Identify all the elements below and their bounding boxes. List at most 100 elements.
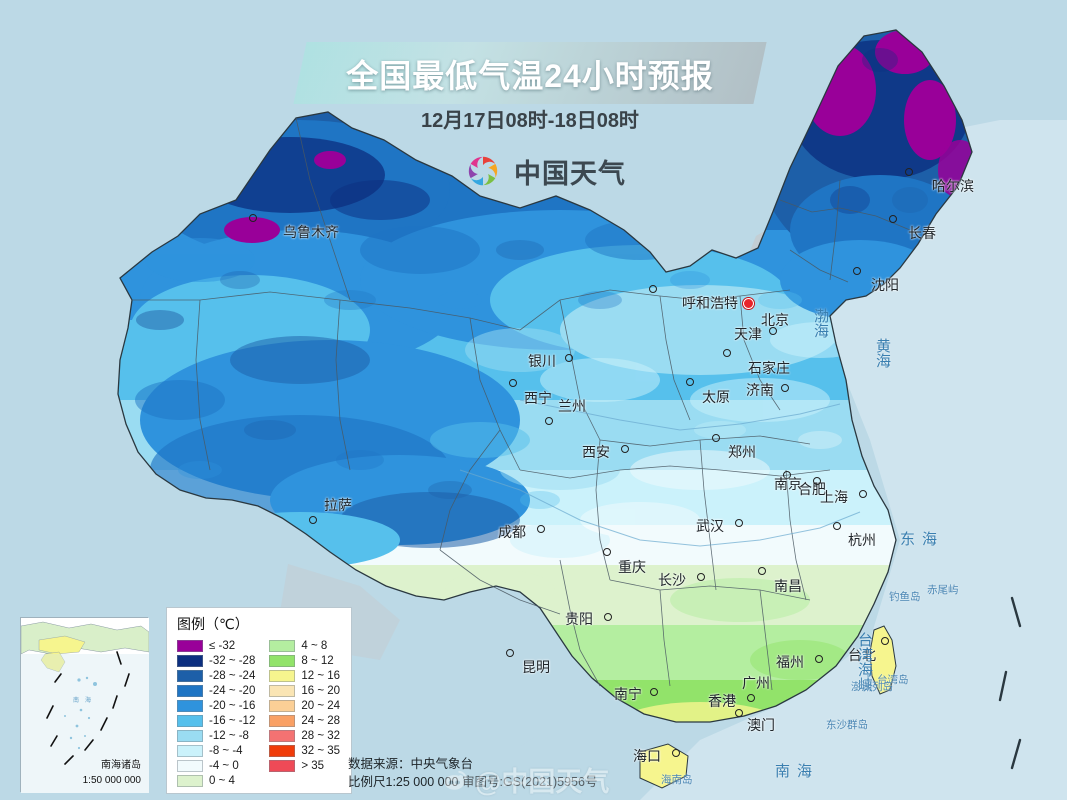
legend-title: 图例（℃） [177,616,249,632]
legend-color-swatch [177,745,203,757]
city-marker [747,694,755,702]
brand-logo: 中国天气 [462,150,626,192]
city-label: 长春 [908,225,936,241]
northern-neighbor-land [0,0,1067,300]
inset-map-title: 南海诸岛 [101,760,141,771]
data-source-text: 数据来源：中央气象台 [348,757,474,771]
legend-panel: 图例（℃） ≤ -32 -32 ~ -28 -28 ~ -24 -24 ~ -20 -2… [166,607,352,794]
island-label: 东沙群岛 [826,719,868,731]
city-marker [833,522,841,530]
city-label: 兰州 [558,398,586,414]
sea-label: 渤海 [812,308,829,338]
legend-range-label: 0 ~ 4 [209,775,235,787]
city-marker [769,327,777,335]
legend-color-swatch [177,700,203,712]
city-marker [712,434,720,442]
sea-label: 东海 [900,531,945,548]
city-label: 西安 [582,444,610,460]
city-marker [813,477,821,485]
city-label: 澳门 [747,717,775,733]
city-marker [783,471,791,479]
city-label: 广州 [742,675,770,691]
city-marker [758,567,766,575]
legend-range-label: 24 ~ 28 [301,715,341,727]
island-label: 澎湖列岛 [851,681,893,693]
city-marker [697,573,705,581]
city-label: 乌鲁木齐 [283,224,339,240]
city-label: 太原 [702,389,730,405]
legend-color-swatch [269,670,296,682]
city-label: 哈尔滨 [932,178,974,194]
legend-range-label: 8 ~ 12 [301,655,334,667]
city-label: 成都 [498,524,526,540]
city-label: 昆明 [522,659,550,675]
south-china-sea-inset-map: 南 海 南海诸岛 1:50 000 000 [20,617,149,793]
source-info: 数据来源：中央气象台 比例尺1:25 000 000 审图号:GS(2021)5… [348,755,597,791]
city-marker [649,285,657,293]
legend-row: -4 ~ 0 [177,759,255,773]
legend-row: 12 ~ 16 [269,669,340,683]
city-label: 拉萨 [324,497,352,513]
legend-row: > 35 [269,759,340,773]
city-marker [565,354,573,362]
legend-range-label: ≤ -32 [209,640,236,652]
ocean-area [640,250,1067,800]
legend-row: -20 ~ -16 [177,699,255,713]
city-marker [309,516,317,524]
city-marker [723,349,731,357]
legend-range-label: 28 ~ 32 [301,730,341,742]
legend-color-swatch [269,655,296,667]
city-label: 上海 [820,489,848,505]
city-label: 福州 [776,654,804,670]
city-label: 呼和浩特 [682,295,738,311]
legend-row: -12 ~ -8 [177,729,255,743]
legend-row: -28 ~ -24 [177,669,255,683]
legend-color-swatch [177,670,203,682]
taiwan-island [869,625,897,695]
weather-swirl-logo-icon [468,156,498,186]
city-label: 石家庄 [748,360,790,376]
city-marker [686,378,694,386]
legend-range-label: -24 ~ -20 [209,685,256,697]
legend-range-label: -16 ~ -12 [209,715,256,727]
legend-color-swatch [269,685,296,697]
legend-row: ≤ -32 [177,639,255,653]
legend-color-swatch [269,640,296,652]
city-label: 长沙 [658,572,686,588]
sea-label: 黄海 [874,338,891,368]
city-label: 南宁 [614,686,642,702]
china-national-border [117,29,973,723]
legend-row: -24 ~ -20 [177,684,255,698]
legend-color-swatch [177,655,203,667]
inset-map-scale: 1:50 000 000 [82,775,141,786]
rivers [459,399,861,547]
legend-color-swatch [177,640,203,652]
city-marker [650,688,658,696]
city-label: 沈阳 [871,277,899,293]
legend-color-swatch [269,700,296,712]
legend-range-label: 16 ~ 20 [301,685,341,697]
city-marker [781,384,789,392]
legend-row: -32 ~ -28 [177,654,255,668]
city-marker [672,749,680,757]
city-label: 西宁 [524,390,552,406]
legend-row: 0 ~ 4 [177,774,255,788]
legend-color-swatch [269,730,296,742]
svg-text:南 海: 南 海 [73,696,91,704]
city-label: 郑州 [728,444,756,460]
legend-range-label: -12 ~ -8 [209,730,249,742]
forecast-period: 12月17日08时-18日08时 [421,110,639,132]
city-marker [604,613,612,621]
city-label: 香港 [708,693,736,709]
city-marker [621,445,629,453]
legend-row: 32 ~ 35 [269,744,340,758]
city-marker [727,694,735,702]
sea-label: 台湾海峡 [856,632,873,692]
city-label: 杭州 [848,532,876,548]
city-label: 合肥 [798,481,826,497]
map-approval-number: 审图号:GS(2021)5956号 [461,775,598,790]
legend-range-label: -32 ~ -28 [209,655,256,667]
